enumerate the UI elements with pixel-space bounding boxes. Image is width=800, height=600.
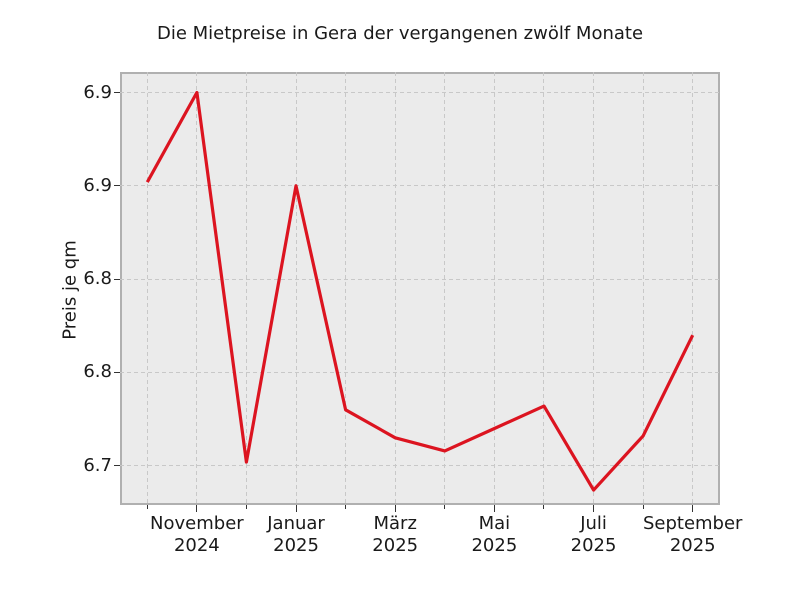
vertical-gridline	[345, 72, 347, 505]
vertical-gridline	[692, 72, 694, 505]
x-major-tick	[196, 505, 198, 512]
x-minor-tick	[245, 505, 247, 509]
y-tick-label: 6.7	[83, 454, 112, 476]
y-tick-label: 6.8	[83, 268, 112, 290]
vertical-gridline	[146, 72, 148, 505]
x-major-tick	[493, 505, 495, 512]
vertical-gridline	[493, 72, 495, 505]
vertical-gridline	[444, 72, 446, 505]
x-minor-tick	[543, 505, 545, 509]
y-tick	[114, 465, 120, 467]
x-minor-tick	[444, 505, 446, 509]
vertical-gridline	[245, 72, 247, 505]
x-major-tick	[692, 505, 694, 512]
horizontal-gridline	[120, 92, 720, 94]
horizontal-gridline	[120, 371, 720, 373]
x-minor-tick	[345, 505, 347, 509]
horizontal-gridline	[120, 278, 720, 280]
horizontal-gridline	[120, 465, 720, 467]
horizontal-gridline	[120, 185, 720, 187]
vertical-gridline	[593, 72, 595, 505]
x-minor-tick	[642, 505, 644, 509]
vertical-gridline	[196, 72, 198, 505]
vertical-gridline	[394, 72, 396, 505]
chart-title: Die Mietpreise in Gera der vergangenen z…	[156, 23, 644, 44]
vertical-gridline	[642, 72, 644, 505]
y-tick-label: 6.8	[83, 361, 112, 383]
y-tick	[114, 185, 120, 187]
y-tick-label: 6.9	[83, 174, 112, 196]
y-tick	[114, 278, 120, 280]
vertical-gridline	[295, 72, 297, 505]
x-major-tick	[593, 505, 595, 512]
y-tick	[114, 371, 120, 373]
x-tick-label: Juli 2025	[570, 513, 617, 556]
x-tick-label: September 2025	[642, 513, 743, 556]
x-major-tick	[394, 505, 396, 512]
x-minor-tick	[146, 505, 148, 509]
x-major-tick	[295, 505, 297, 512]
plot-area	[120, 72, 720, 505]
x-tick-label: März 2025	[372, 513, 419, 556]
vertical-gridline	[543, 72, 545, 505]
x-tick-label: Mai 2025	[471, 513, 518, 556]
x-tick-label: Januar 2025	[267, 513, 325, 556]
x-tick-label: November 2024	[150, 513, 244, 556]
y-tick-label: 6.9	[83, 81, 112, 103]
y-tick	[114, 92, 120, 94]
